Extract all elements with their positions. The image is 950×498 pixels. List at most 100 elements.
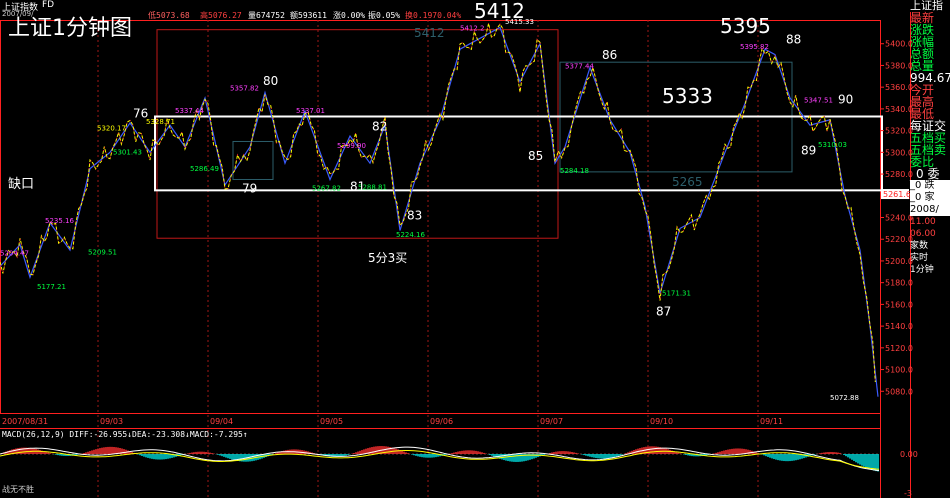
panel-row: 今开 <box>910 83 935 97</box>
x-tick-label: 09/03 <box>100 417 123 426</box>
panel-row: 每证交 <box>910 119 947 133</box>
price-tag: 5209.51 <box>88 248 117 256</box>
panel-row: 2008/ <box>910 204 950 216</box>
panel-row: 委比 <box>910 155 935 169</box>
date-label: 2007/09/ <box>2 10 34 18</box>
pivot-number: 90 <box>838 92 853 106</box>
panel-row: 11.00 <box>910 217 936 227</box>
zone-label-5265: 5265 <box>672 175 703 189</box>
red-pivot-box <box>156 29 559 239</box>
panel-row: 涨幅 <box>910 35 935 49</box>
price-tag: 5357.82 <box>230 84 259 92</box>
x-tick-label: 09/07 <box>540 417 563 426</box>
peak-label-5395: 5395 <box>720 14 771 38</box>
macd-tick-label: -3 <box>904 489 912 498</box>
y-tick-label: 5220.0 <box>885 235 913 244</box>
y-tick-label: 5240.0 <box>885 214 913 223</box>
price-tag: 5320.17 <box>97 125 126 133</box>
panel-row: _0 家 <box>910 192 950 204</box>
x-tick-label: 09/10 <box>650 417 673 426</box>
price-tag: 5288.81 <box>358 183 387 191</box>
bottom-text: 战无不胜 <box>2 485 34 494</box>
price-tag: 5377.44 <box>565 63 594 71</box>
panel-row: _0 委 <box>910 167 940 181</box>
y-tick-label: 5340.0 <box>885 105 913 114</box>
price-tag: 5347.51 <box>804 96 833 104</box>
y-tick-label: 5200.0 <box>885 257 913 266</box>
hs-value: 换0.1970.04% <box>405 11 462 20</box>
y-tick-label: 5180.0 <box>885 279 913 288</box>
price-tag: 5204.47 <box>0 250 29 258</box>
swing-value: 振0.05% <box>368 11 401 20</box>
y-tick-label: 5140.0 <box>885 322 913 331</box>
panel-title: 上证指 <box>910 0 950 12</box>
price-line-yellow <box>0 23 876 383</box>
pivot-number: 80 <box>263 74 278 88</box>
high-value: 高5076.27 <box>200 11 242 20</box>
open-value: 低5073.68 <box>148 11 190 20</box>
diff-line <box>0 446 880 472</box>
price-tag: 5301.43 <box>113 149 142 157</box>
small-pivot-box <box>232 140 274 180</box>
peak-label-5412: 5412 <box>474 0 525 23</box>
y-tick-label: 5080.0 <box>885 387 913 396</box>
price-tag: 5415.33 <box>505 18 534 26</box>
panel-row: 家数 <box>910 241 929 251</box>
price-tag: 5286.49 <box>190 165 219 173</box>
pivot-number: 83 <box>407 209 422 223</box>
volume-value: 量674752 <box>248 11 285 20</box>
fd-label: FD <box>42 0 55 10</box>
panel-row: 06.00 <box>910 229 936 239</box>
macd-zero-label: 0.00 <box>900 450 918 459</box>
y-tick-label: 5380.0 <box>885 61 913 70</box>
zone-label-5333: 5333 <box>662 84 713 108</box>
x-tick-label: 09/11 <box>760 417 783 426</box>
price-tag: 5267.82 <box>312 184 341 192</box>
price-tag: 5284.18 <box>560 167 589 175</box>
price-tag: 5072.88 <box>830 394 859 402</box>
panel-row: 总额 <box>910 47 935 61</box>
dea-line <box>0 450 880 470</box>
change-value: 涨0.00% <box>333 11 366 20</box>
panel-row: 最新 <box>910 11 935 25</box>
y-tick-label: 5300.0 <box>885 148 913 157</box>
y-tick-label: 5400.0 <box>885 40 913 49</box>
buy-point-label: 5分3买 <box>368 251 408 265</box>
price-tag: 5310.03 <box>818 141 847 149</box>
pivot-number: 86 <box>602 48 617 62</box>
gap-label: 缺口 <box>8 177 35 192</box>
price-tag: 5177.21 <box>37 283 66 291</box>
panel-row: 实时 <box>910 253 929 263</box>
chart-title: 上证1分钟图 <box>8 16 132 41</box>
stroke-line <box>0 26 879 397</box>
y-tick-label: 5160.0 <box>885 300 913 309</box>
panel-row: 最低 <box>910 107 935 121</box>
y-tick-label: 5320.0 <box>885 127 913 136</box>
pivot-number: 88 <box>786 33 801 47</box>
price-tag: 5337.44 <box>175 107 204 115</box>
macd-title: MACD(26,12,9) DIFF:-26.955↓DEA:-23.308↓M… <box>2 430 248 439</box>
current-price-label: 5261.6 <box>883 190 911 199</box>
box-label-5412: 5412 <box>414 26 445 40</box>
price-tag: 5171.31 <box>662 290 691 298</box>
price-tag: 5395.82 <box>740 43 769 51</box>
pivot-number: 81 <box>350 179 365 193</box>
panel-row: 五档卖 <box>910 143 947 157</box>
y-tick-label: 5100.0 <box>885 366 913 375</box>
plot-frame <box>0 20 881 414</box>
index-name: 上证指数 <box>2 3 39 13</box>
panel-row: 涨跌 <box>910 23 935 37</box>
pivot-number: 76 <box>133 107 148 121</box>
y-tick-label: 5120.0 <box>885 344 913 353</box>
price-tag: 5224.16 <box>396 231 425 239</box>
x-tick-label: 09/04 <box>210 417 233 426</box>
price-line-red <box>0 23 876 383</box>
panel-row: 1分钟 <box>910 265 934 275</box>
panel-row: 总量 <box>910 59 935 73</box>
amount-value: 额593611 <box>290 11 327 20</box>
current-price-box <box>881 189 909 200</box>
x-tick-label: 09/05 <box>320 417 343 426</box>
price-tag: 5299.90 <box>337 142 366 150</box>
price-tag: 5328.71 <box>146 118 175 126</box>
pivot-number: 79 <box>242 182 257 196</box>
